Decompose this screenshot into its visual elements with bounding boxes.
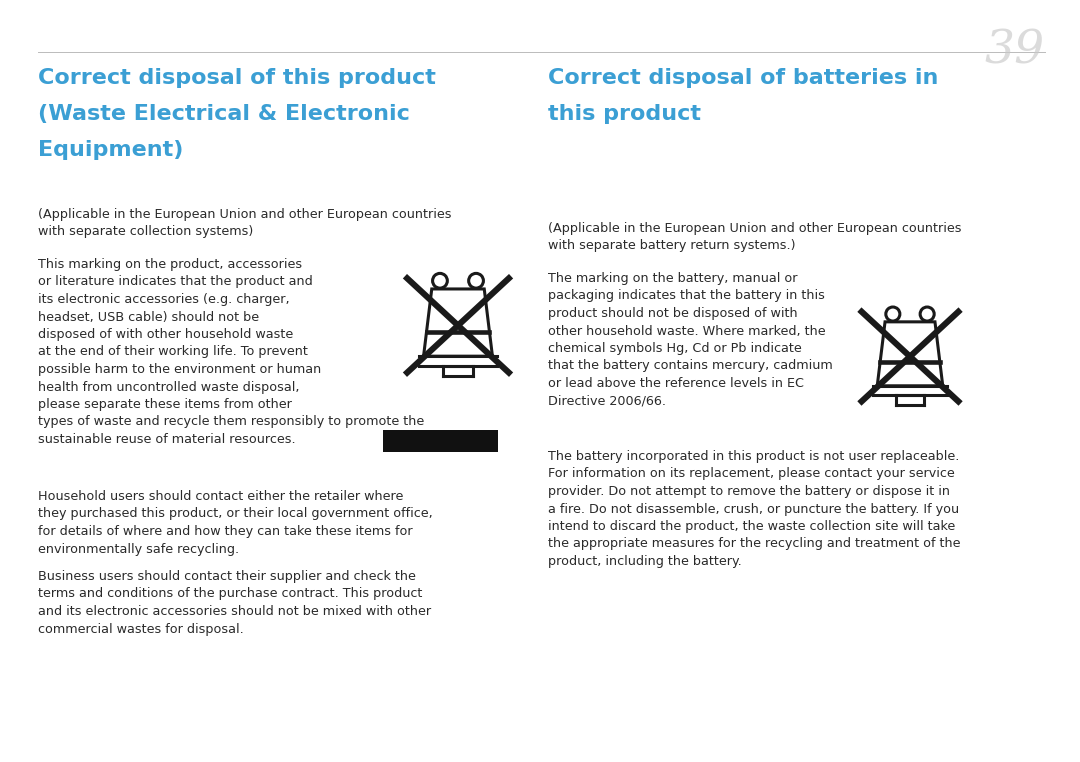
Bar	[383, 430, 498, 452]
Text: this product: this product	[548, 104, 701, 124]
Text: (Applicable in the European Union and other European countries
with separate col: (Applicable in the European Union and ot…	[38, 208, 451, 239]
Text: Correct disposal of this product: Correct disposal of this product	[38, 68, 436, 88]
Text: 39: 39	[985, 28, 1045, 73]
Text: Business users should contact their supplier and check the
terms and conditions : Business users should contact their supp…	[38, 570, 431, 636]
Text: Household users should contact either the retailer where
they purchased this pro: Household users should contact either th…	[38, 490, 433, 555]
Text: This marking on the product, accessories
or literature indicates that the produc: This marking on the product, accessories…	[38, 258, 424, 446]
Text: The battery incorporated in this product is not user replaceable.
For informatio: The battery incorporated in this product…	[548, 450, 960, 568]
Text: Correct disposal of batteries in: Correct disposal of batteries in	[548, 68, 939, 88]
Text: (Applicable in the European Union and other European countries
with separate bat: (Applicable in the European Union and ot…	[548, 222, 961, 252]
Text: Equipment): Equipment)	[38, 140, 184, 160]
Text: (Waste Electrical & Electronic: (Waste Electrical & Electronic	[38, 104, 410, 124]
Text: The marking on the battery, manual or
packaging indicates that the battery in th: The marking on the battery, manual or pa…	[548, 272, 833, 408]
